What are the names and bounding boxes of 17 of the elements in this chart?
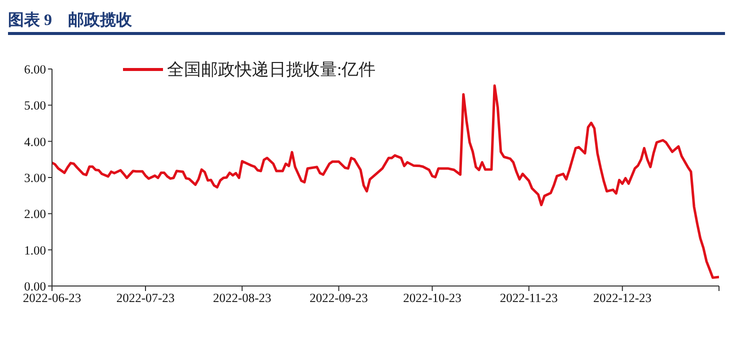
chart-title: 图表 9 邮政揽收 [8, 10, 132, 31]
x-tick-label: 2022-06-23 [22, 290, 82, 305]
x-tick-label: 2022-07-23 [116, 290, 175, 305]
y-tick-label: 4.00 [24, 134, 46, 149]
y-tick-label: 2.00 [24, 207, 46, 222]
x-tick-label: 2022-08-23 [212, 290, 272, 305]
y-tick-label: 3.00 [24, 170, 46, 185]
line-series [52, 84, 719, 279]
x-tick-label: 2022-09-23 [310, 290, 368, 305]
y-tick-label: 0.00 [24, 279, 46, 294]
legend-label: 全国邮政快递日揽收量:亿件 [167, 59, 376, 81]
x-tick-label: 2022-12-23 [593, 290, 652, 305]
y-tick-label: 6.00 [24, 62, 46, 76]
x-tick-label: 2022-11-23 [500, 290, 558, 305]
y-tick-label: 5.00 [24, 98, 46, 113]
y-tick-label: 1.00 [24, 243, 46, 258]
x-tick-label: 2022-10-23 [403, 290, 462, 305]
